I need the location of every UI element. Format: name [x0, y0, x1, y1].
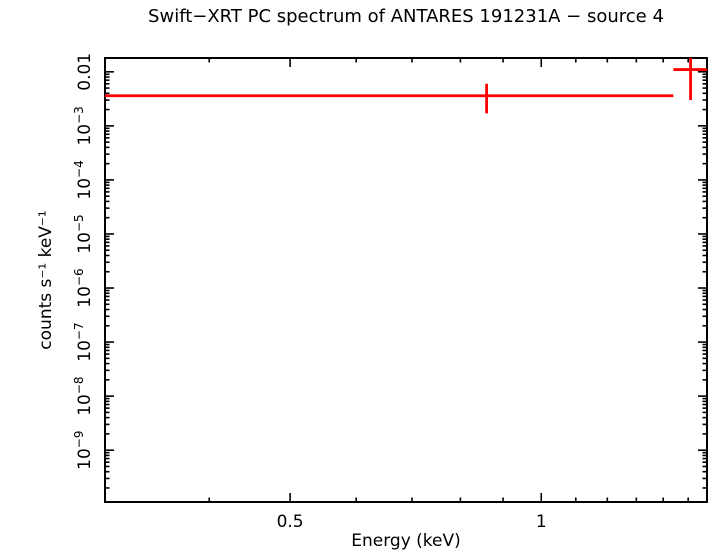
y-axis-label: counts s⁻¹ keV⁻¹ [36, 210, 56, 350]
y-tick-label: 10−7 [72, 322, 95, 361]
x-tick-label: 0.5 [277, 512, 304, 532]
y-tick-label: 10−9 [72, 431, 95, 470]
y-tick-label: 10−8 [72, 376, 95, 415]
x-axis-label: Energy (keV) [351, 531, 461, 551]
y-tick-label: 10−4 [72, 160, 95, 199]
y-tick-label: 0.01 [75, 53, 95, 91]
plot-frame [104, 57, 708, 503]
x-tick-label: 1 [536, 512, 547, 532]
y-tick-label: 10−6 [72, 268, 95, 307]
chart-title: Swift−XRT PC spectrum of ANTARES 191231A… [148, 6, 664, 27]
y-tick-label: 10−3 [72, 106, 95, 145]
y-tick-label: 10−5 [72, 214, 95, 253]
